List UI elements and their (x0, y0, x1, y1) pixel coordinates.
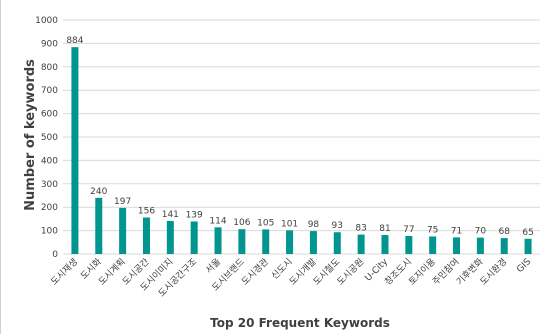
bar (405, 235, 413, 254)
bar (119, 207, 127, 254)
bar (190, 221, 198, 254)
y-tick-label: 400 (41, 156, 58, 166)
bar (357, 234, 365, 254)
data-label: 83 (355, 224, 366, 234)
data-label: 106 (233, 218, 250, 228)
data-label: 77 (403, 225, 414, 235)
data-label: 101 (281, 219, 298, 229)
data-label: 98 (308, 220, 320, 230)
bars (71, 47, 532, 255)
y-axis-title: Number of keywords (23, 59, 38, 211)
x-tick-label: 도시환경 (477, 256, 509, 288)
bar (95, 197, 103, 254)
bar (262, 229, 270, 254)
data-label: 197 (114, 197, 131, 207)
bar (524, 238, 532, 254)
y-tick-label: 100 (41, 227, 58, 237)
data-label: 141 (162, 210, 179, 220)
bar (381, 235, 389, 254)
bar (309, 231, 317, 254)
x-tick-label: 서울 (204, 256, 223, 275)
data-label: 156 (138, 206, 155, 216)
y-tick-label: 600 (41, 110, 58, 120)
bar (71, 47, 79, 255)
bar (333, 232, 341, 254)
data-label: 240 (90, 187, 107, 197)
y-axis-ticks: 0 100 200 300 400 500 600 700 800 900 1000 (35, 16, 58, 260)
y-tick-label: 0 (52, 250, 58, 260)
x-tick-label: GIS (515, 257, 533, 275)
bar (500, 238, 508, 254)
x-tick-label: 도시공원 (335, 256, 366, 287)
bar (142, 217, 150, 254)
bar (476, 237, 484, 254)
y-tick-label: 1000 (35, 16, 58, 26)
bar (429, 236, 437, 254)
bar (453, 237, 461, 254)
y-tick-label: 300 (41, 180, 58, 190)
data-label: 68 (498, 227, 510, 237)
bar (214, 227, 222, 254)
data-label: 71 (451, 226, 462, 236)
data-label: 114 (209, 216, 226, 226)
chart-title: Top 20 Frequent Keywords (210, 316, 390, 330)
x-tick-label: 도시재생 (49, 256, 80, 287)
x-tick-label: 도시경관 (239, 256, 271, 288)
y-tick-label: 800 (41, 63, 58, 73)
data-labels: 884 240 197 156 141 139 114 106 105 101 98 93 83 81 77… (66, 36, 533, 238)
bar (286, 230, 294, 254)
data-label: 75 (427, 225, 438, 235)
gridlines (63, 19, 540, 255)
y-tick-label: 700 (41, 86, 58, 96)
y-tick-label: 500 (41, 133, 58, 143)
bar (166, 221, 174, 254)
data-label: 884 (66, 36, 83, 46)
y-tick-label: 900 (41, 39, 58, 49)
data-label: 105 (257, 218, 274, 228)
data-label: 65 (522, 228, 533, 238)
data-label: 81 (379, 224, 390, 234)
bar (238, 229, 246, 254)
data-label: 139 (186, 210, 203, 220)
data-label: 93 (332, 221, 343, 231)
y-tick-label: 200 (41, 203, 58, 213)
data-label: 70 (475, 227, 487, 237)
